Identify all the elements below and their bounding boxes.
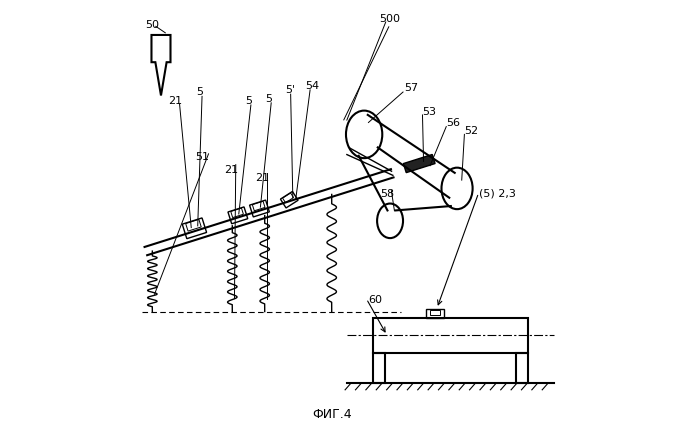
Text: 54: 54 xyxy=(305,80,319,90)
Text: 5: 5 xyxy=(265,93,272,103)
Text: 60: 60 xyxy=(369,294,383,304)
Text: 5': 5' xyxy=(285,85,296,95)
Text: 56: 56 xyxy=(446,118,460,128)
Text: ФИГ.4: ФИГ.4 xyxy=(312,407,352,420)
Text: (5) 2,3: (5) 2,3 xyxy=(479,188,516,198)
Bar xyxy=(426,309,444,318)
Text: 21: 21 xyxy=(255,172,269,182)
Text: 53: 53 xyxy=(422,106,436,116)
Text: 57: 57 xyxy=(405,82,419,92)
Text: 5: 5 xyxy=(196,87,203,97)
Bar xyxy=(373,318,528,353)
Bar xyxy=(373,353,385,383)
Text: 21: 21 xyxy=(168,95,182,105)
Bar xyxy=(517,353,528,383)
Text: 500: 500 xyxy=(380,13,401,23)
Bar xyxy=(429,310,440,315)
Text: 21: 21 xyxy=(224,164,239,174)
Polygon shape xyxy=(403,155,435,173)
Text: 51: 51 xyxy=(195,151,209,161)
Text: 58: 58 xyxy=(380,188,394,198)
Text: 5: 5 xyxy=(245,95,252,105)
Text: 52: 52 xyxy=(464,126,478,136)
Text: 50: 50 xyxy=(145,20,159,30)
